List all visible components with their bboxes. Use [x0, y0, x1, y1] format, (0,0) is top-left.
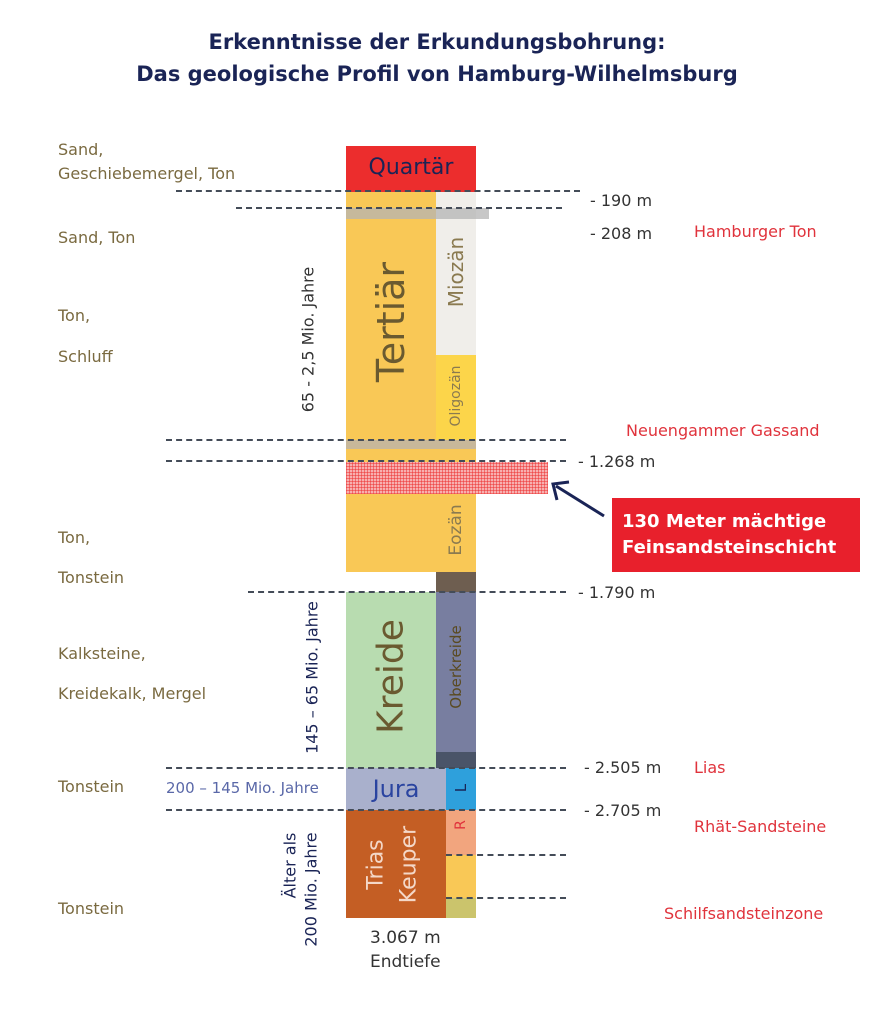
age-jura: 200 – 145 Mio. Jahre [166, 779, 319, 797]
layer-keuper-label: Keuper [396, 825, 422, 904]
depth-2705: - 2.705 m [584, 801, 662, 820]
layer-oligozaen-label: Oligozän [448, 365, 464, 427]
depth-190: - 190 m [590, 191, 653, 210]
depth-208: - 208 m [590, 224, 653, 243]
layer-kreide-base [436, 752, 476, 768]
layer-quartaer-label: Quartär [368, 155, 454, 180]
layer-miozaen-label: Miozän [444, 236, 468, 308]
layer-eozaen-label: Eozän [446, 504, 466, 556]
depth-line-keuper [446, 854, 566, 856]
label-lias: Lias [694, 758, 726, 777]
depth-line-190 [176, 190, 580, 192]
depth-line-1268 [166, 460, 566, 462]
left-label: Schluff [58, 347, 113, 366]
layer-tertiaer [346, 192, 436, 440]
layer-rhaet-label: R [453, 820, 469, 830]
left-label: Kalksteine, [58, 644, 146, 663]
depth-line-2505 [166, 767, 566, 769]
left-label: Kreidekalk, Mergel [58, 684, 207, 703]
layer-quartaer: Quartär [346, 146, 476, 192]
layer-trias-label: Trias [363, 839, 389, 890]
depth-line-gassand [166, 439, 566, 441]
layer-oligozaen [436, 355, 476, 440]
depth-line-208 [236, 207, 562, 209]
layer-hamburger-ton [346, 208, 489, 219]
age-trias-1: Älter als [280, 832, 300, 899]
layer-miozaen [436, 192, 476, 355]
layer-feinsandstein [346, 462, 548, 494]
callout-line-2: Feinsandsteinschicht [622, 537, 837, 558]
arrow-icon [551, 480, 605, 518]
layer-kreide-label: Kreide [370, 619, 412, 734]
left-label: Ton, [58, 528, 91, 547]
label-neuengammer: Neuengammer Gassand [626, 421, 820, 440]
label-schilfsandstein: Schilfsandsteinzone [664, 904, 824, 923]
end-depth: 3.067 m [370, 928, 441, 948]
layer-lias-label: L [452, 783, 470, 793]
left-label: Tonstein [58, 568, 125, 587]
title-line-2: Das geologische Profil von Hamburg-Wilhe… [136, 62, 738, 86]
layer-schilfsandstein [446, 898, 476, 918]
depth-line-schilf [446, 897, 566, 899]
layer-oberkreide-label: Oberkreide [447, 625, 465, 709]
title-line-1: Erkenntnisse der Erkundungsbohrung: [208, 30, 666, 54]
depth-1268: - 1.268 m [578, 452, 656, 471]
label-hamburger-ton: Hamburger Ton [694, 222, 817, 241]
layer-neuengammer-gassand [346, 440, 476, 449]
callout-box: 130 Meter mächtige Feinsandsteinschicht [612, 498, 860, 572]
left-label: Ton, [58, 306, 91, 325]
layer-jura: Jura [346, 768, 446, 810]
depth-line-1790 [248, 591, 566, 593]
age-tertiaer: 65 - 2,5 Mio. Jahre [298, 266, 318, 413]
label-rhaet: Rhät-Sandsteine [694, 817, 827, 836]
left-label: Sand, Ton [58, 228, 136, 247]
depth-2505: - 2.505 m [584, 758, 662, 777]
left-label: Sand, [58, 140, 104, 159]
layer-trias [346, 810, 446, 918]
callout-line-1: 130 Meter mächtige [622, 511, 827, 532]
age-kreide: 145 – 65 Mio. Jahre [302, 601, 322, 754]
left-label: Geschiebemergel, Ton [58, 164, 236, 183]
layer-jura-label: Jura [372, 775, 420, 803]
end-depth-label: Endtiefe [370, 952, 441, 972]
left-label: Tonstein [58, 899, 125, 918]
layer-kreide [346, 592, 436, 768]
layer-keuper-sand [446, 855, 476, 898]
layer-rhaet [446, 810, 476, 855]
layer-tertiaer-label: Tertiär [369, 261, 413, 383]
depth-1790: - 1.790 m [578, 583, 656, 602]
depth-line-2705 [166, 809, 566, 811]
layer-oberkreide [436, 592, 476, 752]
left-label: Tonstein [58, 777, 125, 796]
layer-eozaen-base [436, 572, 476, 592]
age-trias-2: 200 Mio. Jahre [301, 832, 321, 947]
layer-lias [446, 768, 476, 810]
